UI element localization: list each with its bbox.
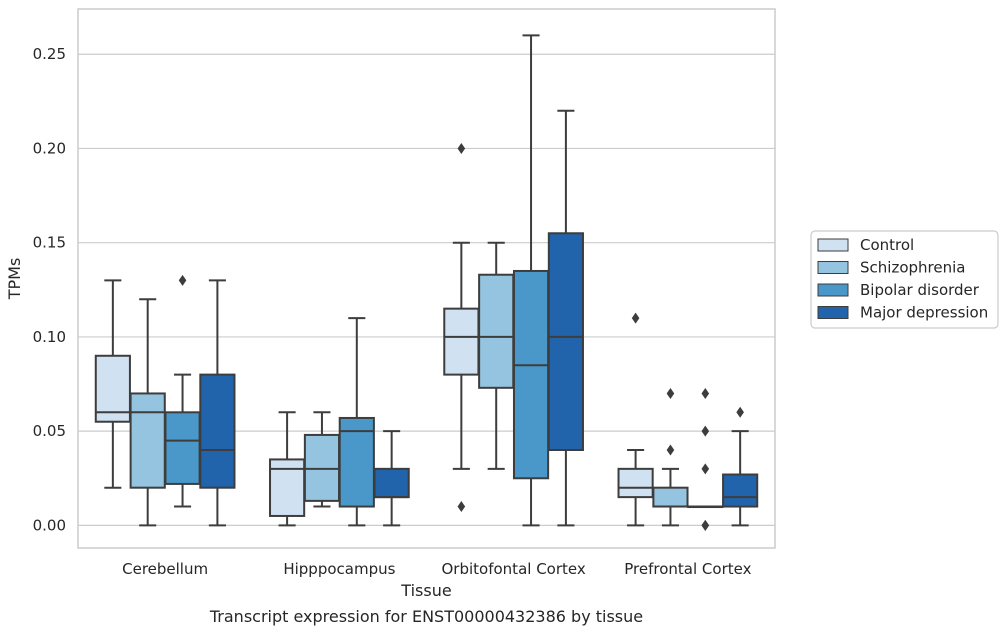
box-group: [164, 274, 201, 508]
box-iqr: [478, 273, 515, 389]
x-tick-label: Cerebellum: [122, 560, 208, 578]
box-group: [338, 317, 375, 527]
outlier-point: [701, 425, 710, 437]
box-group: [199, 279, 236, 527]
legend-label: Control: [860, 236, 914, 254]
box-group: [269, 411, 306, 527]
outlier-point: [457, 501, 466, 513]
box-iqr: [373, 467, 410, 499]
legend-label: Major depression: [860, 304, 988, 322]
x-tick-label: Hipppocampus: [283, 560, 395, 578]
box-group: [652, 387, 689, 527]
outlier-point: [701, 519, 710, 531]
legend-swatch: [817, 283, 849, 297]
outlier-point: [457, 142, 466, 154]
box-group: [687, 387, 724, 531]
legend-frame: [810, 230, 999, 329]
box-group: [512, 34, 550, 527]
y-tick-label: 0.25: [33, 45, 66, 63]
box-group: [722, 406, 759, 527]
outlier-point: [178, 274, 187, 286]
y-tick-label: 0.00: [33, 516, 66, 534]
outlier-point: [666, 387, 675, 399]
legend-label: Bipolar disorder: [860, 281, 980, 299]
box-group: [547, 109, 584, 527]
outlier-point: [736, 406, 744, 418]
box-iqr: [164, 411, 201, 485]
legend-swatch: [817, 261, 849, 274]
box-iqr: [547, 232, 584, 451]
box-iqr: [199, 373, 236, 489]
box-iqr: [512, 269, 550, 480]
outlier-point: [701, 387, 710, 399]
y-tick-labels: 0.00 0.05 0.10 0.15 0.20 0.25: [33, 45, 66, 534]
box-plot-marks: [94, 34, 759, 531]
box-group: [373, 430, 410, 527]
y-tick-label: 0.05: [33, 422, 66, 440]
y-tick-label: 0.15: [33, 234, 66, 252]
x-tick-label: Orbitofontal Cortex: [442, 560, 586, 578]
box-iqr: [129, 392, 166, 489]
box-group: [129, 298, 166, 527]
box-group: [443, 142, 480, 513]
plot-frame: [77, 8, 776, 549]
y-axis-title: TPMs: [5, 258, 24, 301]
legend-swatch: [817, 306, 849, 319]
x-axis-title: Tissue: [400, 581, 451, 600]
chart-caption: Transcript expression for ENST0000043238…: [209, 607, 643, 626]
x-tick-label: Prefrontal Cortex: [624, 560, 751, 578]
box-group: [94, 279, 131, 489]
y-tick-label: 0.10: [33, 328, 66, 346]
x-tick-labels: Cerebellum Hipppocampus Orbitofontal Corte…: [122, 560, 751, 578]
outlier-point: [631, 312, 640, 324]
box-group: [478, 241, 515, 470]
box-iqr: [652, 486, 689, 508]
box-group: [303, 411, 341, 508]
legend-swatch: [817, 238, 849, 252]
legend: Control Schizophrenia Bipolar disorder Majo…: [810, 230, 999, 329]
legend-label: Schizophrenia: [860, 259, 965, 277]
box-iqr: [443, 307, 480, 376]
box-group: [617, 312, 654, 527]
outlier-point: [666, 444, 675, 456]
y-tick-label: 0.20: [33, 139, 66, 157]
box-iqr: [722, 473, 759, 508]
box-iqr: [617, 467, 654, 499]
box-iqr: [94, 354, 131, 423]
outlier-point: [701, 463, 710, 475]
box-iqr: [338, 416, 375, 508]
